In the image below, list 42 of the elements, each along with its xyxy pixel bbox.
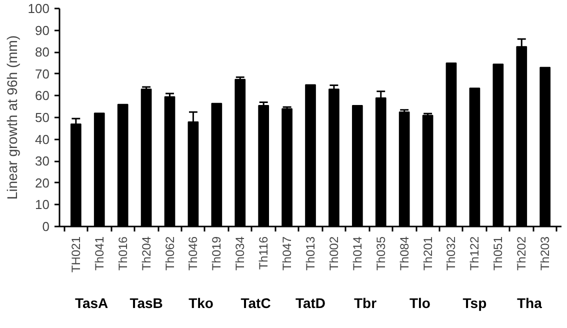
y-tick-label: 0 <box>42 219 50 234</box>
x-tick-label: Th013 <box>304 236 318 271</box>
y-tick-label: 100 <box>28 1 50 16</box>
x-tick-label: Th046 <box>186 236 200 271</box>
y-tick-label: 10 <box>35 197 50 212</box>
y-tick-label: 50 <box>35 110 50 125</box>
x-tick-label: Th116 <box>256 236 271 270</box>
x-tick-label: Th204 <box>139 236 154 271</box>
x-tick-label: Th016 <box>116 236 130 271</box>
x-tick-label: Th002 <box>326 236 341 271</box>
text: Tsp <box>462 295 487 311</box>
x-tick-label: Th035 <box>374 236 388 271</box>
x-tick-label: Th041 <box>92 236 106 271</box>
y-tick-label: 40 <box>35 132 50 147</box>
text: TasA <box>74 295 108 311</box>
x-tick-label: Th084 <box>397 236 412 271</box>
x-tick-label: Th047 <box>280 236 294 271</box>
x-tick-label: Th014 <box>350 236 364 271</box>
y-tick-label: 90 <box>35 22 50 38</box>
x-tick-label: Th201 <box>420 236 435 271</box>
text: TatD <box>295 295 326 311</box>
x-tick-label: Th062 <box>162 236 177 271</box>
text: TatC <box>240 295 271 311</box>
text: Tlo <box>409 295 430 311</box>
y-axis-title: Linear growth at 96h (mm) <box>4 35 20 200</box>
text: Tha <box>516 295 542 311</box>
x-tick-label: Th019 <box>210 236 224 271</box>
y-tick-label: 70 <box>35 66 50 82</box>
y-tick-label: 80 <box>35 44 50 60</box>
text: TasB <box>130 295 163 311</box>
text: Tbr <box>354 295 378 311</box>
y-tick-label: 30 <box>35 154 50 169</box>
x-tick-label: Th203 <box>538 236 552 271</box>
x-tick-label: TH021 <box>68 236 83 273</box>
text: Tko <box>188 295 214 311</box>
x-tick-label: Th034 <box>233 236 248 271</box>
x-tick-label: Th122 <box>468 236 482 271</box>
x-tick-label: Th051 <box>491 236 506 271</box>
y-tick-label: 20 <box>35 175 50 190</box>
x-tick-label: Th032 <box>444 236 458 271</box>
y-tick-label: 60 <box>35 88 50 104</box>
x-tick-label: Th202 <box>514 236 529 271</box>
